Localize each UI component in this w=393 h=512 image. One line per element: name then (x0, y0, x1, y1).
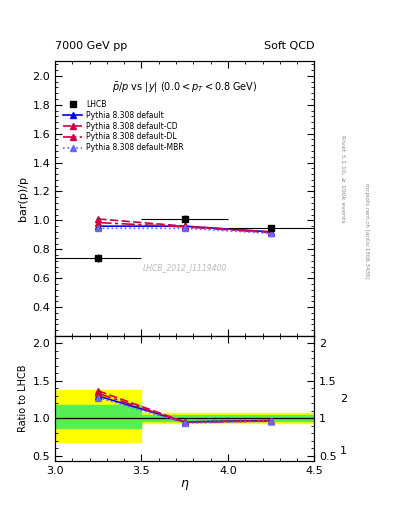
Text: Rivet 3.1.10, ≥ 100k events: Rivet 3.1.10, ≥ 100k events (340, 135, 345, 223)
Y-axis label: bar(p)/p: bar(p)/p (18, 176, 28, 221)
Legend: LHCB, Pythia 8.308 default, Pythia 8.308 default-CD, Pythia 8.308 default-DL, Py: LHCB, Pythia 8.308 default, Pythia 8.308… (61, 98, 185, 154)
Text: LHCB_2012_I1119400: LHCB_2012_I1119400 (143, 263, 227, 272)
Text: 1: 1 (340, 445, 347, 456)
Text: 7000 GeV pp: 7000 GeV pp (55, 40, 127, 51)
Text: $\bar{p}/p$ vs $|y|$ $(0.0 < p_{T} < 0.8$ GeV$)$: $\bar{p}/p$ vs $|y|$ $(0.0 < p_{T} < 0.8… (112, 81, 257, 95)
Text: 2: 2 (340, 394, 347, 404)
Text: mcplots.cern.ch [arXiv:1306.3436]: mcplots.cern.ch [arXiv:1306.3436] (364, 183, 369, 278)
X-axis label: $\eta$: $\eta$ (180, 478, 189, 493)
Text: Soft QCD: Soft QCD (264, 40, 314, 51)
Y-axis label: Ratio to LHCB: Ratio to LHCB (18, 365, 28, 432)
